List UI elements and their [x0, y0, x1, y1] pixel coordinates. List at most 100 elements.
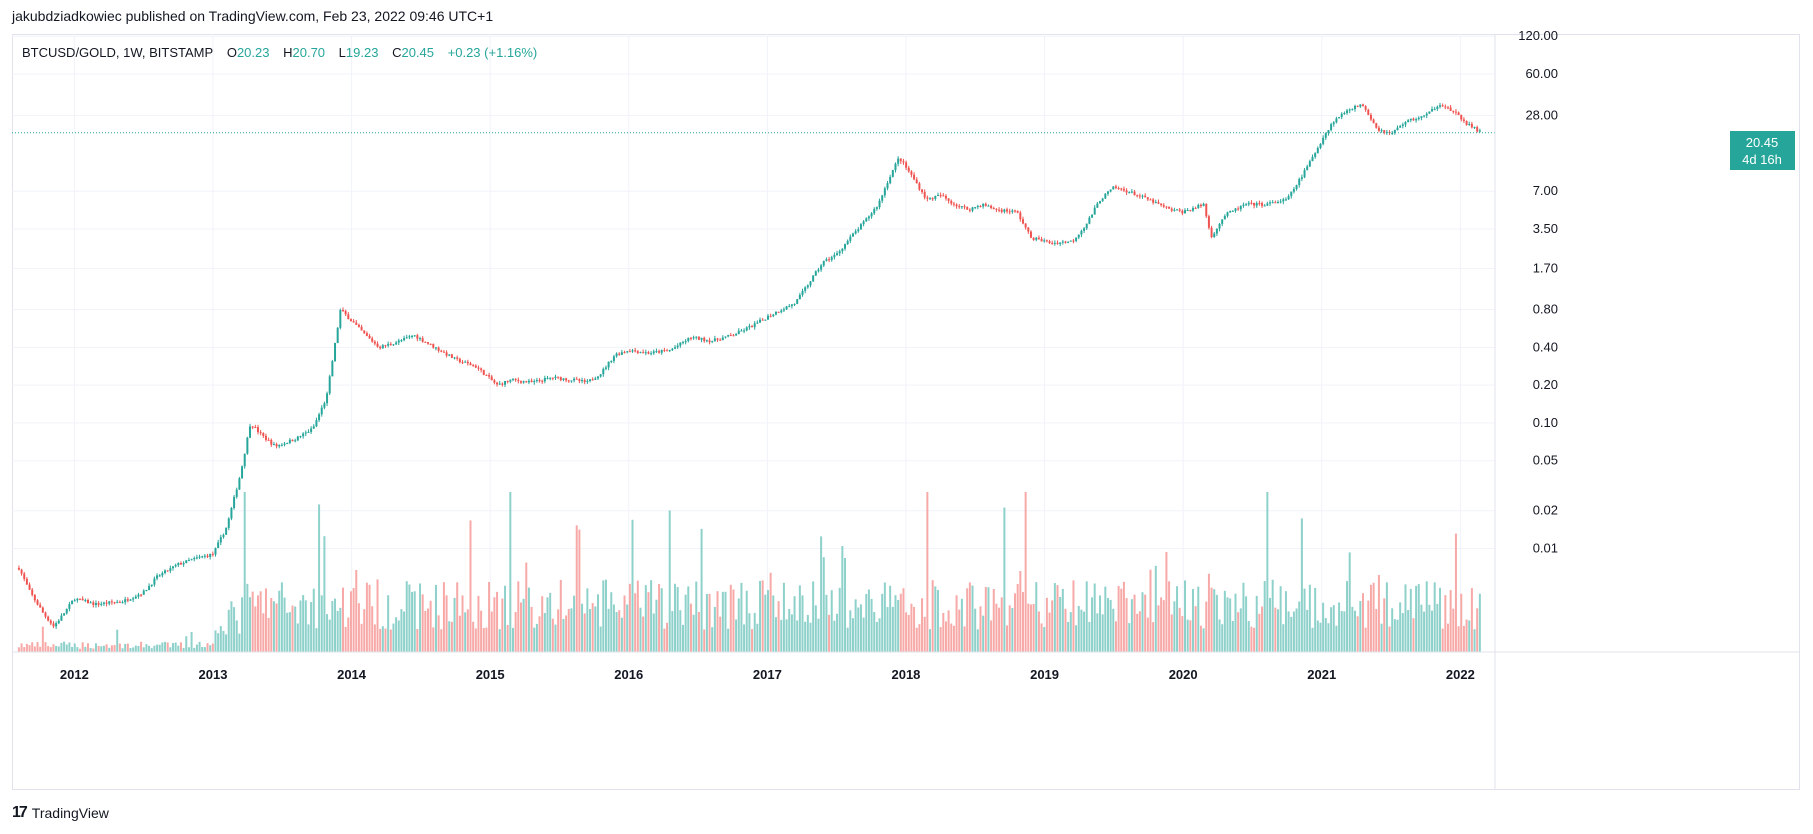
candle-body: [1202, 203, 1205, 207]
candle-body: [1197, 204, 1200, 209]
volume-bar: [1184, 580, 1187, 652]
candle-body: [49, 620, 52, 624]
volume-bar: [785, 619, 788, 652]
volume-bar: [1133, 594, 1136, 652]
x-tick-label: 2014: [337, 667, 367, 682]
candle-body: [464, 361, 467, 363]
volume-bar: [612, 604, 615, 652]
volume-bar: [1014, 593, 1017, 652]
candle-body: [1173, 209, 1176, 211]
candle-body: [915, 179, 918, 184]
volume-bar: [1165, 551, 1168, 652]
volume-bar: [488, 581, 491, 652]
volume-bar: [1035, 582, 1038, 652]
volume-bar: [511, 627, 514, 652]
volume-bar: [543, 612, 546, 652]
candle-body: [551, 377, 554, 379]
volume-bar: [703, 629, 706, 652]
candle-body: [1120, 188, 1123, 190]
volume-bar: [1425, 581, 1428, 652]
volume-bar: [1279, 586, 1282, 652]
candle-body: [1327, 130, 1330, 134]
candle-body: [504, 381, 507, 385]
candle-body: [533, 380, 536, 383]
volume-bar: [828, 614, 831, 652]
volume-bar: [1420, 604, 1423, 652]
volume-bar: [458, 615, 461, 652]
candle-body: [23, 573, 26, 579]
volume-bar: [886, 607, 889, 652]
y-tick-label: 0.40: [1533, 339, 1558, 354]
candle-body: [671, 348, 674, 351]
candle-body: [1399, 125, 1402, 128]
candle-body: [419, 338, 422, 340]
candle-body: [65, 608, 68, 614]
volume-bar: [727, 628, 730, 652]
candle-body: [543, 378, 546, 382]
candle-body: [280, 444, 283, 446]
candle-body: [1279, 201, 1282, 203]
candle-body: [610, 360, 613, 362]
volume-bar: [541, 596, 544, 652]
candle-body: [97, 602, 100, 605]
volume-bar: [485, 627, 488, 652]
volume-bar: [976, 629, 979, 652]
candle-body: [461, 362, 464, 364]
volume-bar: [1152, 622, 1155, 652]
candle-body: [1396, 127, 1399, 131]
candle-body: [905, 162, 908, 168]
volume-bar: [764, 594, 767, 652]
candle-body: [979, 205, 982, 207]
candle-body: [1364, 106, 1367, 110]
volume-bar: [424, 610, 427, 652]
volume-bar: [1300, 518, 1303, 652]
candle-body: [913, 174, 916, 180]
volume-bar: [666, 622, 669, 652]
volume-bar: [1375, 609, 1378, 652]
volume-bar: [1412, 618, 1415, 652]
volume-bar: [25, 643, 28, 652]
volume-bar: [142, 647, 145, 652]
candle-body: [1361, 104, 1364, 107]
volume-bar: [376, 579, 379, 652]
candle-body: [883, 188, 886, 196]
volume-bar: [201, 646, 204, 652]
volume-bar: [403, 611, 406, 652]
candle-body: [1295, 185, 1298, 190]
volume-bar: [947, 610, 950, 652]
candle-body: [1093, 207, 1096, 215]
x-tick-label: 2013: [199, 667, 228, 682]
volume-bar: [1154, 565, 1157, 652]
candle-body: [182, 563, 185, 565]
volume-bar: [193, 647, 196, 652]
candle-body: [772, 314, 775, 317]
symbol-name[interactable]: BTCUSD/GOLD, 1W, BITSTAMP: [22, 45, 214, 60]
volume-bar: [1059, 596, 1062, 652]
volume-bar: [634, 593, 637, 652]
volume-bar: [1083, 611, 1086, 652]
candle-body: [517, 380, 520, 382]
candle-body: [894, 163, 897, 171]
candle-body: [352, 321, 355, 323]
candle-body: [689, 337, 692, 339]
volume-bar: [987, 587, 990, 652]
candle-body: [1112, 186, 1115, 190]
volume-bar: [849, 610, 852, 652]
candle-body: [695, 336, 698, 338]
candle-body: [987, 205, 990, 207]
volume-bar: [604, 579, 607, 652]
volume-bar: [761, 580, 764, 652]
volume-bar: [759, 580, 762, 652]
candle-body: [272, 444, 275, 446]
footer-branding[interactable]: 17 TradingView: [12, 804, 109, 822]
volume-bar: [1287, 611, 1290, 652]
candle-body: [429, 343, 432, 345]
volume-bar: [955, 595, 958, 652]
volume-bar: [1213, 589, 1216, 652]
volume-bar: [1170, 614, 1173, 652]
candle-body: [814, 271, 817, 276]
volume-bar: [772, 595, 775, 652]
candle-body: [647, 352, 650, 354]
candle-body: [79, 598, 82, 600]
